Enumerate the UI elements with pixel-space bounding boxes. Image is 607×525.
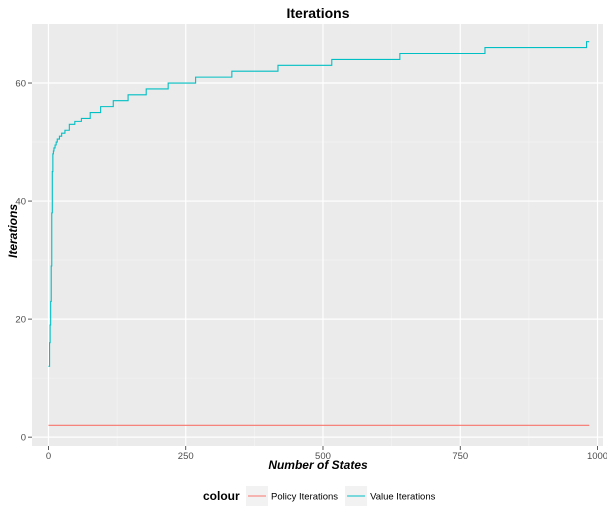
value-iterations-legend-label: Value Iterations xyxy=(370,492,436,503)
value-iterations-line xyxy=(48,41,590,367)
x-tick-label: 750 xyxy=(452,451,468,462)
axis-ticks: 0 250 500 750 1000 0 20 40 60 xyxy=(15,79,607,462)
grid-minor xyxy=(32,24,603,446)
x-tick-label: 0 xyxy=(46,451,51,462)
grid-major xyxy=(32,24,603,446)
y-axis-title: Iterations xyxy=(6,204,20,258)
x-tick-label: 250 xyxy=(178,451,194,462)
y-tick-label: 40 xyxy=(15,197,26,208)
policy-iterations-legend-label: Policy Iterations xyxy=(271,492,338,503)
y-tick-label: 0 xyxy=(21,433,26,444)
chart-title: Iterations xyxy=(286,5,349,21)
series-layer xyxy=(48,41,590,426)
x-tick-label: 500 xyxy=(315,451,331,462)
legend: colour Policy Iterations Value Iterations xyxy=(203,486,436,506)
x-axis-title: Number of States xyxy=(268,458,368,472)
x-tick-label: 1000 xyxy=(587,451,607,462)
y-tick-label: 60 xyxy=(15,79,26,90)
panel-background xyxy=(32,24,603,446)
y-tick-label: 20 xyxy=(15,315,26,326)
legend-title: colour xyxy=(203,489,240,503)
